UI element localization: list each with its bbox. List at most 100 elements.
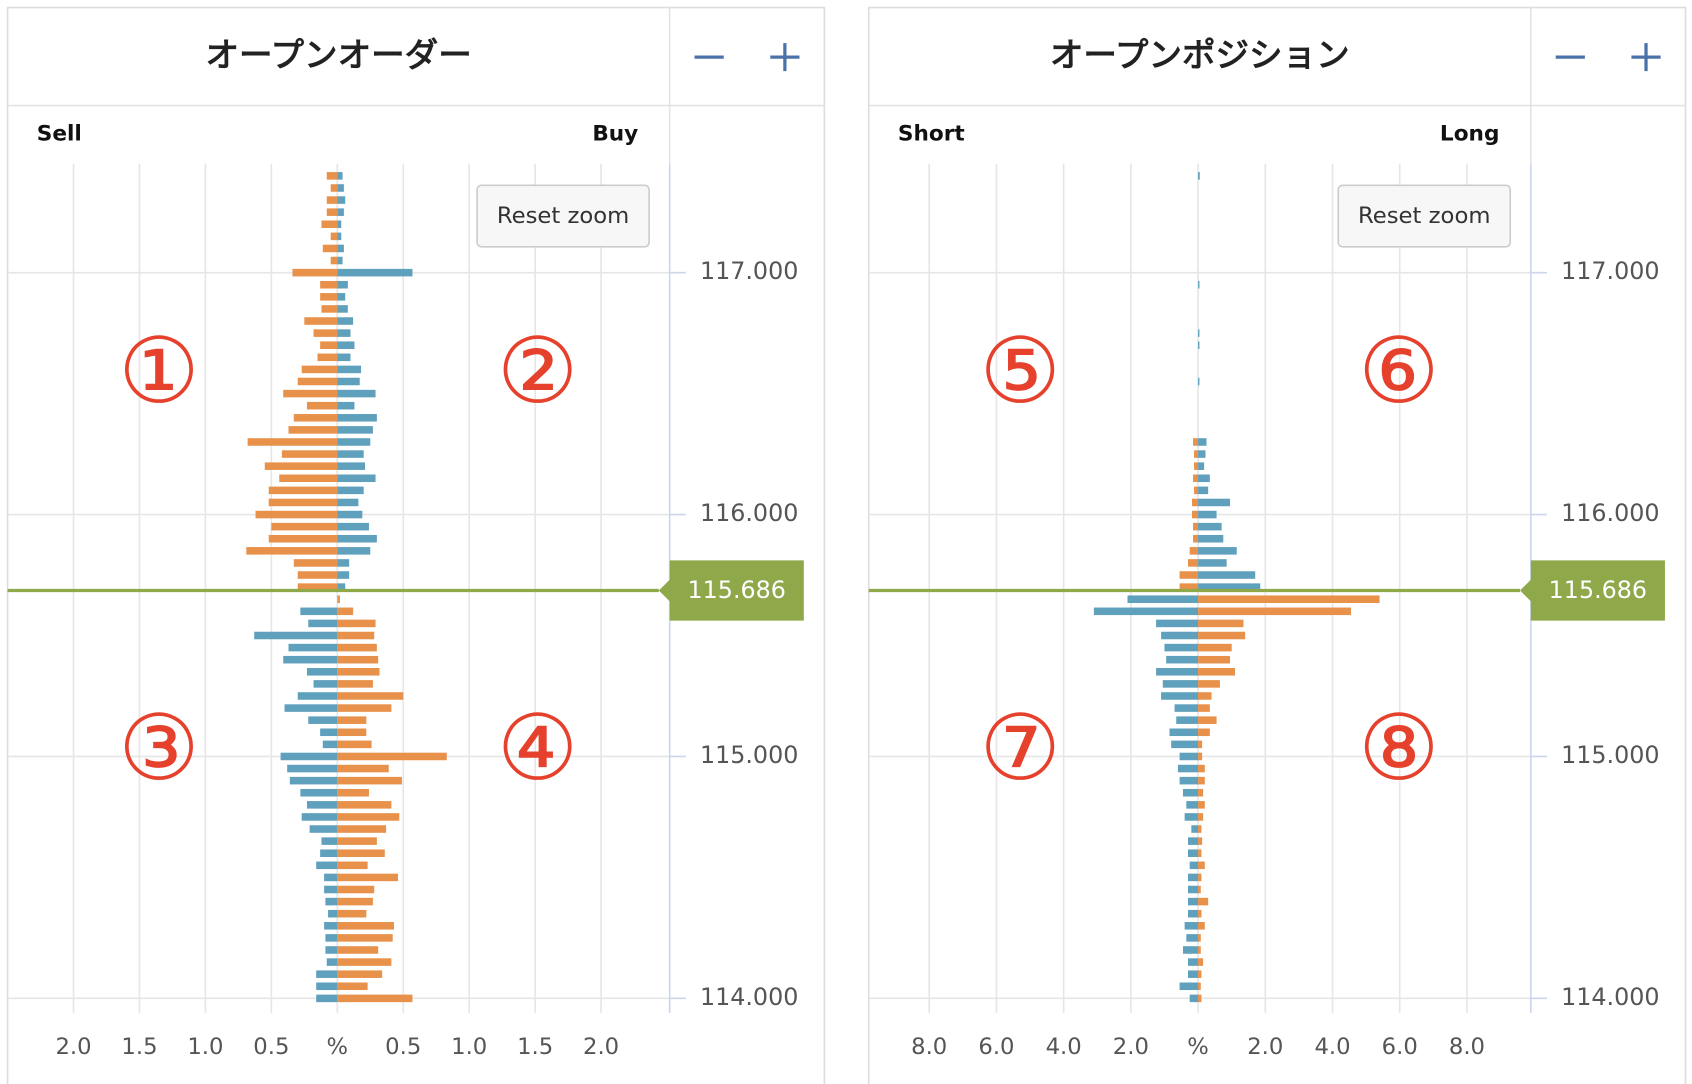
bar xyxy=(1198,534,1224,543)
left-header: Sell xyxy=(37,122,82,147)
bar xyxy=(264,462,338,470)
bar xyxy=(306,401,338,410)
bar xyxy=(337,704,392,712)
bar xyxy=(1179,571,1199,579)
bar xyxy=(1198,776,1205,785)
reset-zoom-button[interactable]: Reset zoom xyxy=(1337,184,1512,248)
bar xyxy=(1198,280,1200,289)
bar xyxy=(306,668,338,676)
bar xyxy=(316,970,338,978)
bar xyxy=(284,704,338,712)
x-tick-label: 8.0 xyxy=(1449,1034,1485,1060)
quadrant-annotation: ④ xyxy=(497,696,578,801)
bar xyxy=(247,438,338,446)
bar xyxy=(301,365,338,374)
bar xyxy=(1198,680,1220,688)
bar xyxy=(321,305,338,313)
bar xyxy=(337,389,376,398)
bar xyxy=(337,450,364,458)
bar xyxy=(326,196,338,204)
quadrant-annotation: ⑤ xyxy=(979,319,1060,424)
x-tick-label: 6.0 xyxy=(1382,1034,1418,1060)
bar xyxy=(1198,559,1227,567)
bar xyxy=(324,885,338,894)
bar xyxy=(281,450,338,458)
bar xyxy=(337,873,398,882)
panel-frame xyxy=(867,6,1687,1084)
bar xyxy=(1177,764,1199,773)
bar xyxy=(1187,849,1199,857)
bar xyxy=(337,958,392,966)
bar xyxy=(337,776,402,785)
bar xyxy=(1198,873,1202,882)
bar xyxy=(1179,752,1199,761)
bar xyxy=(337,220,342,229)
bar xyxy=(326,208,338,216)
bar xyxy=(317,353,338,362)
bar xyxy=(1198,825,1202,833)
panel-title: オープンオーダー xyxy=(205,36,471,75)
reset-zoom-button[interactable]: Reset zoom xyxy=(476,184,650,248)
zoom-in-button[interactable] xyxy=(1631,43,1661,72)
bar xyxy=(337,462,365,470)
bar xyxy=(337,583,346,591)
bar xyxy=(1198,595,1380,603)
bar xyxy=(1182,946,1199,954)
bar xyxy=(283,389,338,398)
bar xyxy=(320,728,338,737)
bar xyxy=(1194,450,1199,458)
y-tick-label: 117.000 xyxy=(1561,257,1659,285)
bar xyxy=(297,583,338,591)
bar xyxy=(316,982,338,991)
bar xyxy=(337,438,371,446)
bar xyxy=(1198,788,1204,797)
bar xyxy=(297,692,338,700)
bar xyxy=(1194,486,1199,495)
bar xyxy=(1186,801,1199,809)
left-header: Short xyxy=(898,122,965,147)
bar xyxy=(1198,922,1205,930)
bar xyxy=(1193,534,1199,543)
x-tick-label: 0.5 xyxy=(385,1034,421,1060)
bar xyxy=(301,813,338,821)
bar xyxy=(280,752,338,761)
bar xyxy=(337,256,343,265)
bar xyxy=(1198,571,1256,579)
bar xyxy=(1198,801,1205,809)
bar xyxy=(1184,922,1199,930)
zoom-in-button[interactable] xyxy=(770,43,800,72)
bar xyxy=(309,825,338,833)
bar xyxy=(337,982,368,991)
y-tick-label: 115.000 xyxy=(700,741,798,769)
current-price-label: 115.686 xyxy=(1549,576,1647,604)
bar xyxy=(337,595,340,603)
bar xyxy=(337,885,375,894)
bar xyxy=(316,861,338,870)
bar xyxy=(313,680,338,688)
bar xyxy=(1198,813,1204,821)
bar xyxy=(337,922,395,930)
bar xyxy=(1198,692,1212,700)
bar xyxy=(1164,643,1199,652)
quadrant-annotation: ② xyxy=(497,319,578,424)
bar xyxy=(300,607,338,616)
y-tick-label: 116.000 xyxy=(1561,499,1659,527)
bar xyxy=(1198,994,1202,1003)
bar xyxy=(1162,680,1199,688)
bar xyxy=(1189,861,1199,870)
bar xyxy=(337,486,364,495)
x-tick-label: % xyxy=(1187,1034,1209,1060)
bar xyxy=(1198,897,1209,906)
bar xyxy=(1198,934,1201,942)
x-tick-label: 2.0 xyxy=(55,1034,91,1060)
bar xyxy=(1191,825,1199,833)
quadrant-annotation: ① xyxy=(118,319,199,424)
bar xyxy=(326,958,338,966)
bar xyxy=(337,813,400,821)
bar xyxy=(337,208,344,216)
bar xyxy=(1198,668,1236,676)
bar xyxy=(1093,607,1199,616)
bar xyxy=(268,498,338,507)
